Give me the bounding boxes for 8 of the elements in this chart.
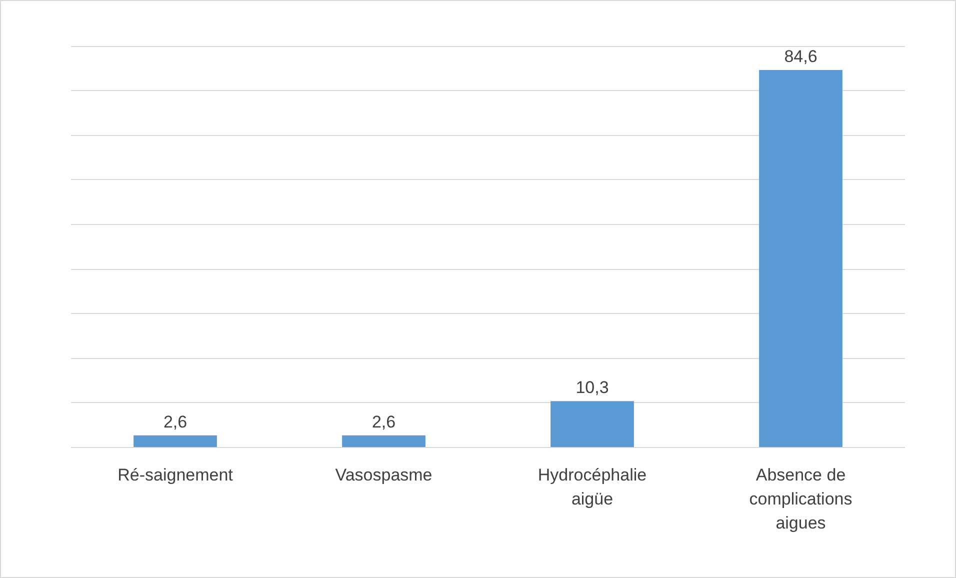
data-label: 2,6 — [372, 412, 396, 432]
data-label: 2,6 — [163, 412, 188, 432]
data-label: 10,3 — [576, 378, 609, 398]
data-label: 84,6 — [784, 47, 818, 66]
x-tick-label: Hydrocéphalie aigüe — [538, 466, 647, 508]
x-tick-label: Vasospasme — [335, 466, 432, 484]
x-tick-label: Absence de complications aigues — [749, 466, 852, 532]
x-tick-label: Ré-saignement — [118, 466, 234, 484]
